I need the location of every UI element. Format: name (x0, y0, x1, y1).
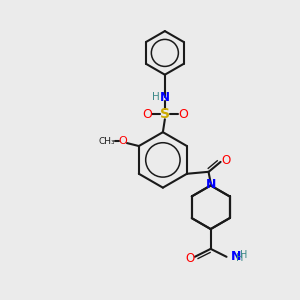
Text: O: O (118, 136, 127, 146)
Text: CH₃: CH₃ (99, 136, 116, 146)
Text: O: O (142, 108, 152, 121)
Text: O: O (221, 154, 230, 167)
Text: H: H (152, 92, 160, 103)
Text: H: H (240, 250, 248, 260)
Text: N: N (206, 178, 216, 191)
Text: N: N (160, 91, 170, 104)
Text: H: H (236, 253, 244, 263)
Text: O: O (178, 108, 188, 121)
Text: S: S (160, 107, 170, 121)
Text: N: N (230, 250, 241, 263)
Text: O: O (185, 252, 194, 265)
